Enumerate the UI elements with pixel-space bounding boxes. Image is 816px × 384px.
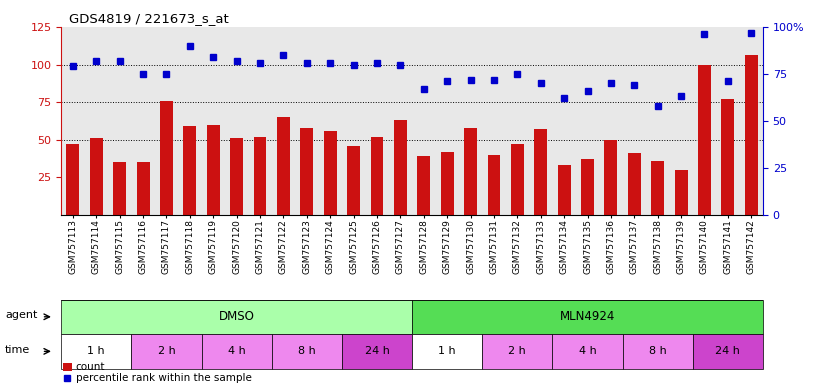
Bar [487, 155, 500, 215]
Bar [623, 334, 693, 369]
Bar [581, 159, 594, 215]
Text: DMSO: DMSO [219, 310, 255, 323]
Bar [693, 334, 763, 369]
Bar [277, 117, 290, 215]
Bar [206, 125, 220, 215]
Bar [113, 162, 126, 215]
Text: GDS4819 / 221673_s_at: GDS4819 / 221673_s_at [69, 12, 229, 25]
Text: percentile rank within the sample: percentile rank within the sample [76, 373, 251, 383]
Text: 1 h: 1 h [438, 346, 456, 356]
Bar [698, 65, 711, 215]
Bar [342, 334, 412, 369]
Bar [136, 162, 149, 215]
Bar [370, 137, 384, 215]
Bar [64, 363, 72, 371]
Bar [745, 55, 758, 215]
Bar [605, 140, 618, 215]
Text: 4 h: 4 h [579, 346, 596, 356]
Bar [184, 126, 197, 215]
Text: 24 h: 24 h [365, 346, 389, 356]
Bar [511, 144, 524, 215]
Bar [464, 128, 477, 215]
Bar [254, 137, 267, 215]
Text: 8 h: 8 h [649, 346, 667, 356]
Bar [230, 138, 243, 215]
Bar [651, 161, 664, 215]
Text: 2 h: 2 h [157, 346, 175, 356]
Bar [534, 129, 548, 215]
Bar [417, 156, 430, 215]
Bar [324, 131, 337, 215]
Text: time: time [5, 344, 30, 355]
Bar [441, 152, 454, 215]
Bar [131, 334, 202, 369]
Bar [61, 334, 131, 369]
Text: 8 h: 8 h [298, 346, 316, 356]
Bar [90, 138, 103, 215]
Bar [347, 146, 360, 215]
Bar [66, 144, 79, 215]
Text: 2 h: 2 h [508, 346, 526, 356]
Bar [552, 334, 623, 369]
Bar [160, 101, 173, 215]
Bar [202, 334, 272, 369]
Bar [61, 300, 412, 334]
Bar [394, 120, 407, 215]
Bar [628, 153, 641, 215]
Bar [721, 99, 734, 215]
Bar [412, 334, 482, 369]
Bar [482, 334, 552, 369]
Text: MLN4924: MLN4924 [560, 310, 615, 323]
Text: count: count [76, 362, 105, 372]
Bar [557, 166, 570, 215]
Text: 4 h: 4 h [228, 346, 246, 356]
Bar [412, 300, 763, 334]
Text: agent: agent [5, 310, 38, 320]
Bar [300, 128, 313, 215]
Bar [272, 334, 342, 369]
Text: 1 h: 1 h [87, 346, 105, 356]
Bar [675, 170, 688, 215]
Text: 24 h: 24 h [716, 346, 740, 356]
